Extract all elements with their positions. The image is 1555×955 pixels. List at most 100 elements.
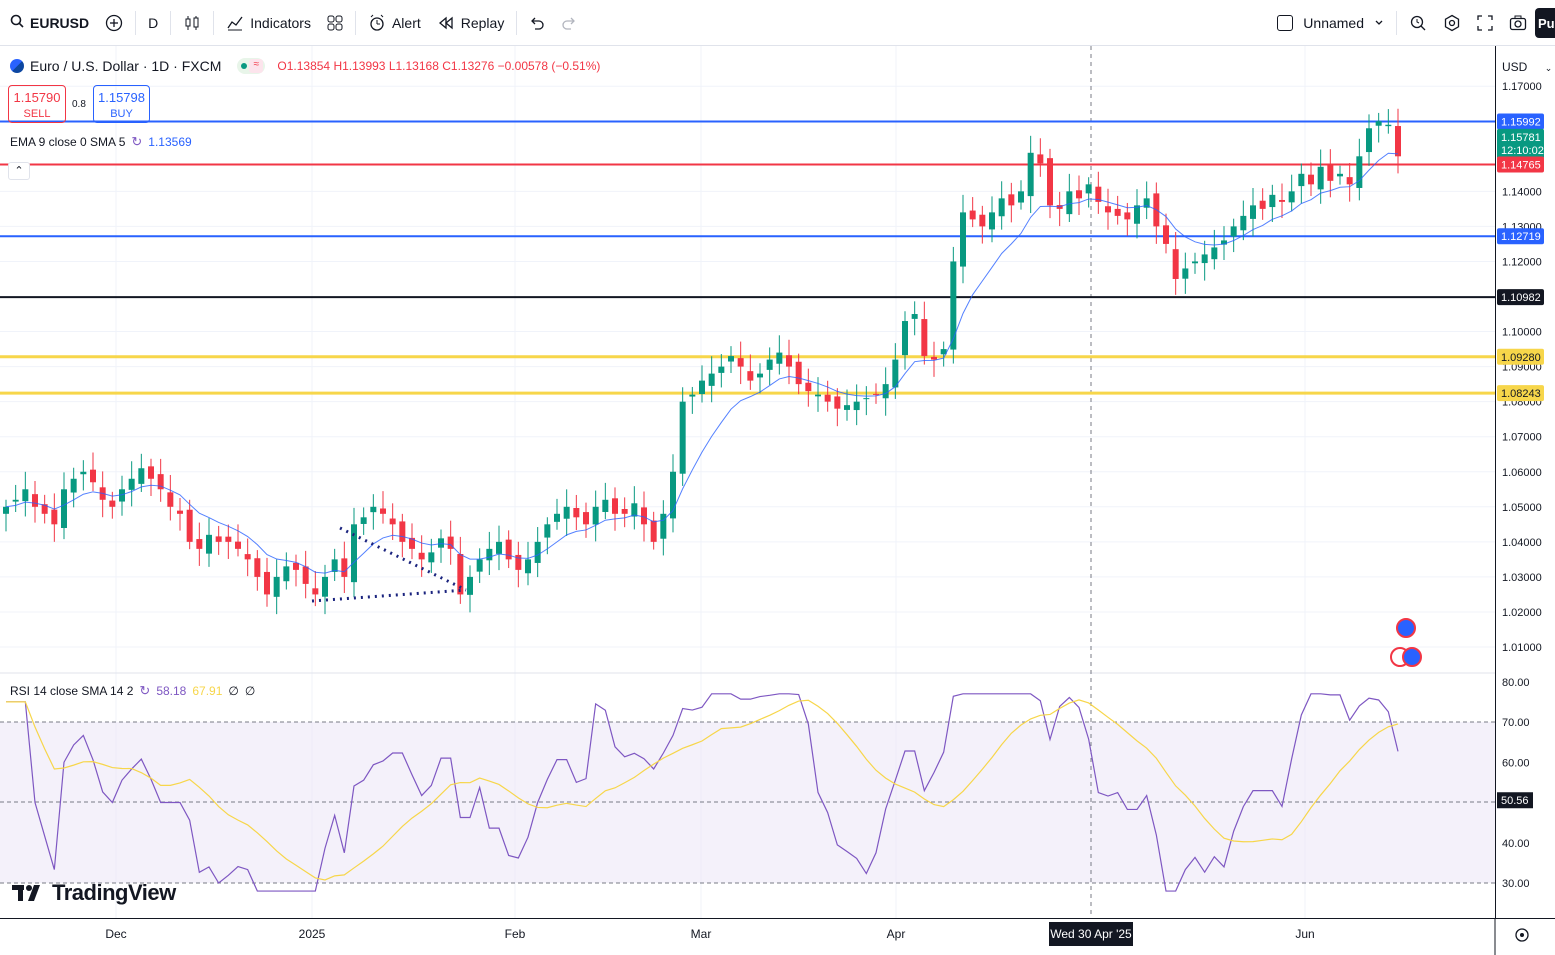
ohlc-close: C1.13276 — [442, 59, 495, 73]
undo-button[interactable] — [521, 0, 553, 46]
rsi-legend[interactable]: RSI 14 close SMA 14 2 ↻ 58.18 67.91 ∅ ∅ — [10, 683, 255, 699]
divider — [135, 10, 137, 35]
candle-body — [776, 352, 783, 364]
divider — [170, 10, 172, 35]
candle-body — [679, 401, 686, 474]
crosshair-time-label: Wed 30 Apr '25 — [1050, 927, 1132, 941]
symbol-logo-icon — [10, 59, 24, 73]
gear-icon — [1444, 14, 1460, 32]
replay-button[interactable]: Replay — [429, 0, 513, 46]
time-axis-labels: Dec 2025 Feb Mar Apr Jun Wed 30 Apr '25 — [105, 918, 1529, 955]
candle-body — [737, 358, 744, 367]
candle-body — [670, 471, 676, 519]
candle-body — [12, 499, 19, 502]
candle-body — [119, 489, 125, 502]
event-flags[interactable] — [1390, 618, 1422, 667]
legend-title[interactable]: Euro / U.S. Dollar · 1D · FXCM — [30, 58, 222, 74]
candle-body — [1327, 164, 1334, 181]
buy-button[interactable]: 1.15798 BUY — [93, 85, 150, 123]
price-label: 1.08243 — [1501, 388, 1541, 400]
triangle-lower-line[interactable] — [311, 588, 467, 603]
time-tick-label: Apr — [887, 927, 906, 941]
candle-body — [428, 552, 435, 563]
tradingview-logo[interactable]: TradingView — [12, 880, 176, 906]
alarm-clock-icon — [370, 14, 384, 31]
triangle-upper-line[interactable] — [339, 526, 467, 592]
layout-button[interactable]: Unnamed — [1269, 0, 1392, 46]
price-axis[interactable]: USD ⌄ — [1495, 46, 1555, 920]
time-tick-label: Mar — [691, 927, 712, 941]
collapse-legend-button[interactable]: ⌃ — [8, 162, 30, 180]
fullscreen-button[interactable] — [1469, 0, 1501, 46]
candle-body — [1221, 240, 1227, 245]
indicator-value: 1.13569 — [148, 135, 192, 149]
candle-body — [505, 539, 512, 560]
rsi-tick-label: 70.00 — [1502, 717, 1530, 729]
price-label-bg — [1497, 348, 1544, 365]
snapshot-button[interactable] — [1501, 0, 1535, 46]
candle-body — [660, 513, 667, 539]
candle-body — [264, 571, 270, 595]
time-tick-label: Jun — [1295, 927, 1314, 941]
candle-body — [186, 509, 193, 542]
horizontal-levels — [0, 120, 1495, 395]
candle-body — [766, 359, 773, 370]
quick-search-button[interactable] — [1401, 0, 1435, 46]
price-label-bg — [1497, 113, 1544, 130]
settings-button[interactable] — [1435, 0, 1469, 46]
candle-body — [1114, 208, 1121, 216]
time-tick-label: Feb — [505, 927, 526, 941]
candle-body — [1134, 205, 1140, 224]
market-status-icon[interactable]: ≈ — [237, 58, 266, 74]
candle-body — [196, 539, 203, 549]
redo-button[interactable] — [553, 0, 585, 46]
compare-button[interactable] — [97, 0, 131, 46]
divider — [1396, 11, 1397, 35]
ohlc-low: L1.13168 — [388, 59, 439, 73]
price-tick-label: 1.10000 — [1502, 327, 1542, 339]
alert-button[interactable]: Alert — [360, 0, 429, 46]
chart-type-button[interactable] — [175, 0, 209, 46]
price-tick-label: 1.04000 — [1502, 537, 1542, 549]
candle-body — [844, 405, 850, 410]
layout-checkbox[interactable] — [1277, 15, 1294, 31]
price-label-bg — [1497, 289, 1544, 306]
candle-body — [41, 504, 48, 514]
price-label-bg — [1497, 228, 1544, 245]
sell-button[interactable]: 1.15790 SELL — [8, 85, 66, 123]
event-eu-flag-icon[interactable] — [1402, 647, 1422, 667]
candle-body — [834, 396, 841, 409]
candle-body — [1269, 194, 1276, 208]
publish-button[interactable]: Pu — [1535, 8, 1555, 38]
ohlc-change: −0.00578 (−0.51%) — [497, 59, 601, 73]
candle-body — [1066, 191, 1073, 215]
candle-body — [1366, 128, 1372, 153]
currency-selector[interactable]: USD ⌄ — [1502, 60, 1552, 74]
candle-body — [447, 536, 454, 549]
interval-button[interactable]: D — [140, 0, 166, 46]
candle-body — [90, 469, 96, 483]
candle-body — [931, 356, 937, 360]
candle-body — [1346, 177, 1353, 185]
candle-body — [1008, 194, 1015, 206]
event-globe-icon[interactable] — [1396, 618, 1416, 638]
indicator-legend[interactable]: EMA 9 close 0 SMA 5 ↻ 1.13569 — [10, 134, 192, 150]
axis-settings-icon-dot — [1520, 933, 1524, 937]
candle-body — [998, 198, 1005, 217]
top-toolbar: EURUSD D Indicators Alert Replay Unnamed — [0, 0, 1555, 46]
ohlc-open: O1.13854 — [277, 59, 331, 73]
indicators-button[interactable]: Indicators — [218, 0, 319, 46]
time-axis[interactable] — [0, 918, 1555, 955]
symbol-search[interactable]: EURUSD — [0, 0, 97, 46]
candle-body — [22, 489, 29, 502]
candle-body — [1385, 124, 1392, 127]
candle-body — [1085, 184, 1092, 194]
candle-body — [273, 576, 280, 597]
templates-button[interactable] — [319, 0, 351, 46]
candle-body — [757, 373, 763, 378]
triangle-drawing[interactable] — [311, 526, 467, 603]
candle-body — [1076, 190, 1082, 199]
alert-label: Alert — [391, 14, 421, 31]
candle-body — [573, 508, 580, 518]
